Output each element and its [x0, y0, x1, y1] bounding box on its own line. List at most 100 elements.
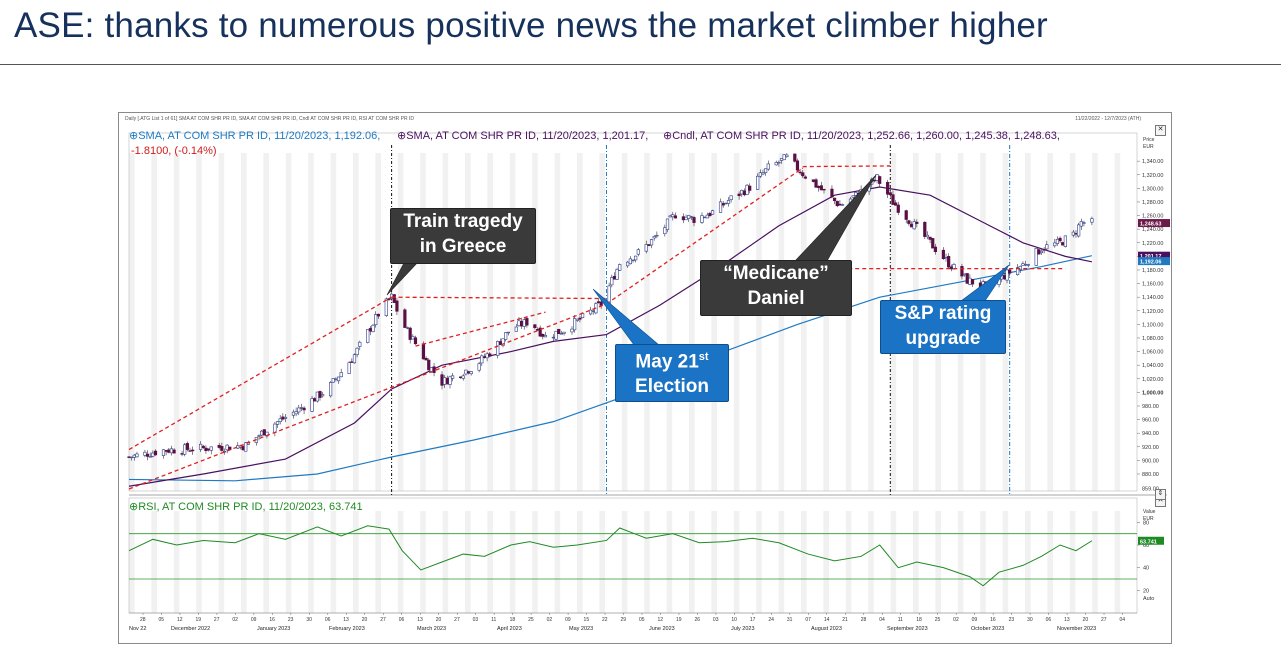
candle-body [501, 338, 505, 346]
price-tick-label: 940.00 [1142, 431, 1159, 437]
x-day-label: 19 [676, 617, 682, 623]
candle-body [273, 423, 277, 433]
candle-body [721, 203, 725, 206]
candle-body [570, 328, 574, 333]
candle-body [477, 363, 481, 371]
candle-body [541, 334, 545, 337]
x-month-label: July 2023 [731, 626, 755, 632]
candle-body [878, 176, 882, 184]
week-band [1092, 153, 1098, 491]
candle-body [225, 444, 229, 451]
price-tick-label: 1,100.00 [1142, 322, 1163, 328]
candle-body [554, 330, 558, 340]
week-band [666, 511, 673, 613]
candle-body [183, 444, 187, 455]
candle-body [618, 264, 622, 271]
candle-body [355, 347, 359, 355]
candle-body [912, 221, 916, 230]
callout-election-line2: Election [635, 376, 709, 398]
candle-body [1018, 265, 1022, 270]
rsi-tick-label: 60 [1143, 543, 1149, 549]
week-band [308, 511, 314, 613]
week-band [330, 511, 337, 613]
candle-body [591, 310, 595, 312]
close-icon[interactable]: ✕ [1155, 125, 1166, 136]
candle-body [1023, 264, 1028, 266]
candle-body [684, 216, 688, 221]
week-band [285, 511, 292, 613]
candle-body [514, 326, 518, 332]
candle-body [384, 298, 388, 316]
candle-body [458, 376, 463, 378]
week-band [845, 511, 852, 613]
chart-header-left: Daily [.ATG List 1 of 61] SMA AT COM SHR… [125, 116, 414, 122]
candle-body [206, 448, 211, 451]
candle-body [944, 257, 948, 259]
chart-header-right: 11/22/2022 - 12/7/2023 (ATH) [1075, 116, 1141, 122]
week-band [129, 511, 135, 613]
x-day-label: 24 [768, 617, 774, 623]
legend-rsi-text: RSI, AT COM SHR PR ID, 11/20/2023, 63.74… [138, 501, 363, 513]
x-day-label: 23 [288, 617, 294, 623]
candle-body [392, 294, 396, 303]
candle-body [1008, 269, 1012, 274]
candle-body [127, 456, 131, 458]
candle-body [427, 359, 431, 371]
candle-body [315, 391, 319, 402]
x-day-label: 03 [473, 617, 479, 623]
candle-body [241, 446, 245, 451]
x-day-label: 11 [898, 617, 903, 623]
x-day-label: 17 [750, 617, 756, 623]
candle-body [440, 374, 444, 386]
panel-resize-icon[interactable]: ⇕ [1155, 489, 1166, 500]
candle-body [960, 266, 964, 277]
candle-body [756, 175, 760, 190]
candle-body [405, 327, 410, 329]
x-day-label: 28 [140, 617, 146, 623]
week-band [196, 511, 202, 613]
candle-body [894, 202, 898, 206]
price-tick-label: 1,300.00 [1142, 186, 1163, 192]
week-band [509, 153, 516, 491]
candle-body [851, 195, 855, 198]
candle-body [793, 153, 797, 162]
candle-body [321, 394, 325, 397]
candle-body [835, 201, 839, 207]
candle-body [710, 210, 715, 215]
sma-short-tag [1138, 257, 1170, 266]
candle-body [663, 227, 667, 235]
candle-body [933, 246, 937, 253]
x-day-label: 30 [306, 617, 312, 623]
week-band [375, 511, 381, 613]
candle-body [358, 341, 362, 347]
candle-body [615, 268, 619, 280]
candle-body [636, 249, 640, 255]
legend-candle-text: Cndl, AT COM SHR PR ID, 11/20/2023, 1,25… [672, 130, 1060, 142]
candle-body [217, 445, 221, 448]
candle-body [347, 362, 351, 374]
candle-body [1074, 233, 1078, 235]
candle-body [782, 154, 786, 161]
candle-body [143, 451, 147, 456]
candle-body [798, 171, 802, 174]
candle-body [631, 259, 635, 262]
week-band [644, 153, 650, 491]
candle-body [299, 407, 304, 409]
candle-body [413, 337, 418, 345]
candle-body [785, 154, 789, 157]
x-day-label: 19 [195, 617, 201, 623]
week-band [1069, 153, 1076, 491]
week-band [509, 511, 516, 613]
last-price-tag-text: 1,248.63 [1140, 222, 1161, 228]
week-band [151, 511, 157, 613]
x-month-label: December 2022 [171, 626, 210, 632]
week-band [285, 153, 292, 491]
chart-panel[interactable]: Daily [.ATG List 1 of 61] SMA AT COM SHR… [118, 112, 1172, 644]
week-band [711, 153, 717, 491]
callout-election-sup: st [698, 351, 709, 363]
candle-body [970, 279, 975, 285]
candle-body [599, 301, 603, 306]
week-band [487, 511, 493, 613]
candle-body [469, 371, 473, 375]
week-band [1069, 511, 1076, 613]
